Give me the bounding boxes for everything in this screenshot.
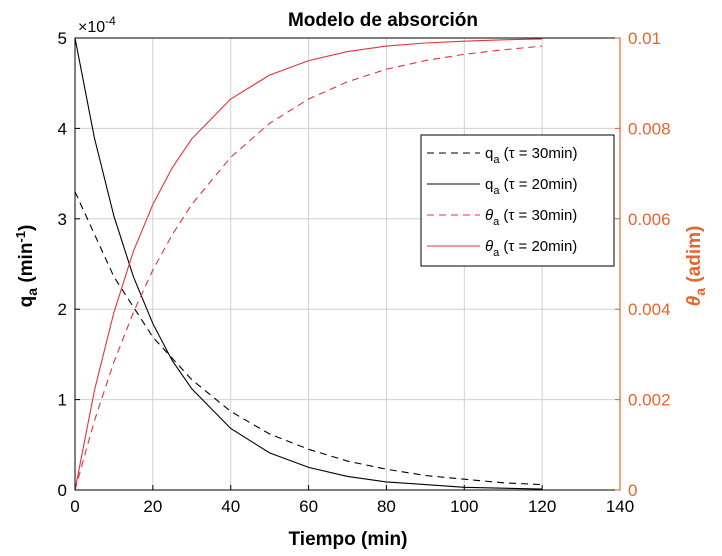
y-axis-label-right: θa (adim) bbox=[684, 226, 708, 307]
legend-label-2: qa (τ = 20min) bbox=[485, 176, 578, 197]
x-tick-label: 0 bbox=[70, 497, 79, 516]
x-tick-label: 120 bbox=[528, 497, 556, 516]
legend-box bbox=[420, 134, 615, 267]
x-tick-label: 80 bbox=[377, 497, 396, 516]
y-right-tick-label: 0 bbox=[628, 481, 637, 500]
legend-label-4: θa (τ = 20min) bbox=[485, 238, 577, 259]
x-tick-label: 40 bbox=[221, 497, 240, 516]
chart-title: Modelo de absorción bbox=[288, 10, 478, 31]
y-right-tick-label: 0.004 bbox=[628, 300, 671, 319]
y-left-tick-label: 3 bbox=[58, 210, 67, 229]
y-left-tick-label: 0 bbox=[58, 481, 67, 500]
x-tick-label: 20 bbox=[143, 497, 162, 516]
y-right-tick-label: 0.002 bbox=[628, 391, 671, 410]
series-line-4 bbox=[74, 38, 543, 491]
y-right-tick-label: 0.006 bbox=[628, 210, 671, 229]
y-right-tick-label: 0.008 bbox=[628, 119, 671, 138]
legend: qa (τ = 30min) qa (τ = 20min) θa (τ = 30mi… bbox=[420, 134, 615, 267]
x-axis-label: Tiempo (min) bbox=[289, 529, 408, 550]
y-left-tick-label: 5 bbox=[58, 29, 67, 48]
y-exponent-label: ×10-4 bbox=[78, 14, 116, 36]
y-right-tick-label: 0.01 bbox=[628, 29, 661, 48]
y-axis-label-left: qa (min-1) bbox=[13, 225, 40, 308]
x-tick-label: 100 bbox=[450, 497, 478, 516]
series-layer bbox=[74, 37, 543, 491]
x-tick-label: 60 bbox=[299, 497, 318, 516]
x-tick-label: 140 bbox=[606, 497, 634, 516]
tick-labels: 0 20 40 60 80 100 120 14001234500.0020.0040.006… bbox=[58, 29, 671, 516]
y-left-tick-label: 2 bbox=[58, 300, 67, 319]
legend-label-1: qa (τ = 30min) bbox=[485, 145, 578, 166]
series-line-1 bbox=[74, 191, 543, 486]
legend-label-3: θa (τ = 30min) bbox=[485, 207, 577, 228]
axes bbox=[74, 37, 621, 491]
y-left-tick-label: 4 bbox=[58, 119, 67, 138]
y-left-tick-label: 1 bbox=[58, 391, 67, 410]
series-line-3 bbox=[74, 45, 543, 491]
series-line-2 bbox=[74, 37, 543, 490]
